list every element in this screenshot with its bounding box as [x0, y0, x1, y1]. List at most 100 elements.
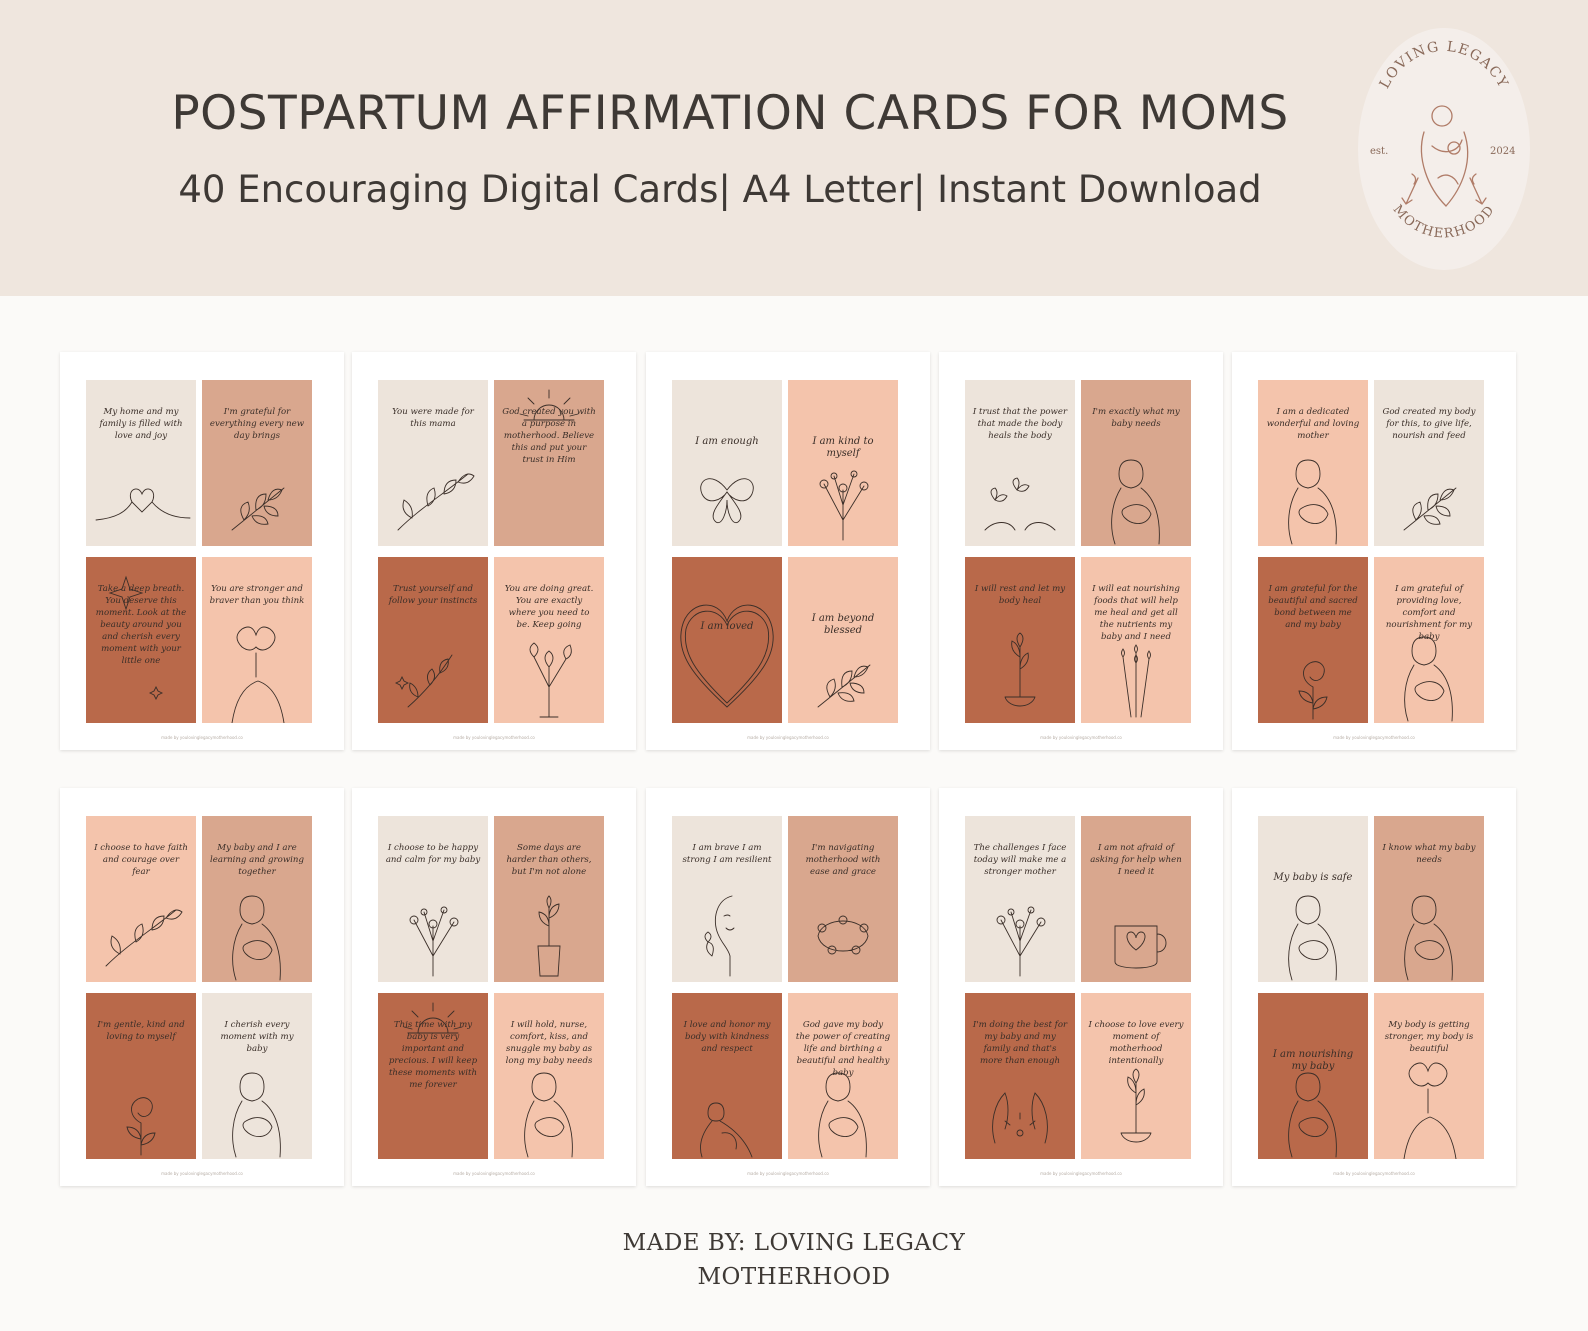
affirmation-text: I'm exactly what my baby needs [1092, 407, 1180, 429]
branch-icon [105, 909, 183, 967]
affirmation-text: I choose to be happy and calm for my bab… [385, 843, 481, 865]
mug-heart-icon [1114, 925, 1167, 969]
affirmation-card: My baby and I are learning and growing t… [202, 816, 312, 982]
wildflower-icon [819, 470, 869, 541]
leaf-branch-icon [231, 487, 285, 531]
affirmation-card: My body is getting stronger, my body is … [1374, 993, 1484, 1159]
affirmation-card: I'm grateful for everything every new da… [202, 380, 312, 546]
lavender-icon [1121, 644, 1151, 718]
leaf-branch-icon [817, 664, 871, 708]
affirmation-text: I know what my baby needs [1382, 843, 1476, 865]
affirmation-card: I love and honor my body with kindness a… [672, 993, 782, 1159]
affirmation-card: I choose to have faith and courage over … [86, 816, 196, 982]
affirmation-card: I choose to be happy and calm for my bab… [378, 816, 488, 982]
sheet-footer-text: made by youlovinglegacymotherhood.co [453, 735, 535, 740]
affirmation-text: I'm navigating motherhood with ease and … [805, 843, 881, 877]
mother-baby-icon [524, 1072, 573, 1158]
affirmation-text: I will hold, nurse, comfort, kiss, and s… [505, 1020, 593, 1066]
affirmation-card: I choose to love every moment of motherh… [1081, 993, 1191, 1159]
mother-baby-icon [1288, 459, 1337, 545]
woman-line-icon [700, 1102, 753, 1158]
rose-icon [126, 1097, 156, 1156]
sheet-footer-text: made by youlovinglegacymotherhood.co [161, 1171, 243, 1176]
affirmation-card: I trust that the power that made the bod… [965, 380, 1075, 546]
card-sheet: My home and my family is filled with lov… [60, 352, 344, 750]
affirmation-text: I am grateful of providing love, comfort… [1385, 584, 1473, 642]
affirmation-text: You are doing great. You are exactly whe… [504, 584, 594, 630]
hands-icon [992, 1092, 1048, 1144]
maker-credit: MADE BY: LOVING LEGACY MOTHERHOOD [0, 1226, 1588, 1294]
sheet-footer-text: made by youlovinglegacymotherhood.co [161, 735, 243, 740]
affirmation-text: I am brave I am strong I am resilient [682, 843, 772, 865]
flower-bouquet-icon [529, 642, 572, 718]
sheet-footer-text: made by youlovinglegacymotherhood.co [453, 1171, 535, 1176]
leaf-branch-icon [1403, 487, 1457, 531]
maker-credit-line-2: MOTHERHOOD [697, 1264, 891, 1290]
rose-icon [1298, 661, 1328, 720]
affirmation-card: I am grateful of providing love, comfort… [1374, 557, 1484, 723]
affirmation-card: I am grateful for the beautiful and sacr… [1258, 557, 1368, 723]
affirmation-text: Trust yourself and follow your instincts [388, 584, 478, 606]
butterflies-icon [984, 477, 1056, 531]
mother-baby-icon [1404, 636, 1453, 722]
affirmation-text: I am kind to myself [812, 436, 874, 459]
affirmation-card: I'm navigating motherhood with ease and … [788, 816, 898, 982]
logo-left-text: est. [1370, 146, 1388, 157]
heart-line-icon [95, 488, 191, 521]
affirmation-card: I'm doing the best for my baby and my fa… [965, 993, 1075, 1159]
affirmation-card: I will hold, nurse, comfort, kiss, and s… [494, 993, 604, 1159]
affirmation-text: I cherish every moment with my baby [220, 1020, 294, 1054]
mother-baby-icon [1288, 1072, 1337, 1158]
mother-baby-icon [1404, 895, 1453, 981]
affirmation-card: I am brave I am strong I am resilient [672, 816, 782, 982]
vase-icon [537, 895, 561, 977]
logo-right-text: 2024 [1490, 146, 1515, 157]
affirmation-card: Take a deep breath. You deserve this mom… [86, 557, 196, 723]
sheet-footer-text: made by youlovinglegacymotherhood.co [1333, 1171, 1415, 1176]
sheet-footer-text: made by youlovinglegacymotherhood.co [747, 1171, 829, 1176]
affirmation-text: I am a dedicated wonderful and loving mo… [1266, 407, 1360, 441]
face-line-icon [704, 895, 735, 977]
page-title: POSTPARTUM AFFIRMATION CARDS FOR MOMS [171, 86, 1289, 141]
affirmation-text: I will eat nourishing foods that will he… [1092, 584, 1180, 642]
affirmation-text: Take a deep breath. You deserve this mom… [95, 584, 187, 666]
affirmation-text: God created you with a purpose in mother… [502, 407, 596, 465]
affirmation-text: I choose to have faith and courage over … [94, 843, 188, 877]
sheet-footer-text: made by youlovinglegacymotherhood.co [1333, 735, 1415, 740]
affirmation-text: My baby is safe [1273, 872, 1353, 883]
mother-baby-icon [818, 1072, 867, 1158]
sprig-icon [394, 654, 453, 708]
affirmation-text: I love and honor my body with kindness a… [683, 1020, 771, 1054]
header-banner: POSTPARTUM AFFIRMATION CARDS FOR MOMS 40… [0, 0, 1588, 296]
branch-icon [397, 473, 475, 531]
affirmation-card: You are doing great. You are exactly whe… [494, 557, 604, 723]
affirmation-text: I am beyond blessed [811, 613, 875, 636]
sheet-footer-text: made by youlovinglegacymotherhood.co [747, 735, 829, 740]
affirmation-card: Trust yourself and follow your instincts [378, 557, 488, 723]
affirmation-card: I know what my baby needs [1374, 816, 1484, 982]
affirmation-card: I am a dedicated wonderful and loving mo… [1258, 380, 1368, 546]
affirmation-card: My baby is safe [1258, 816, 1368, 982]
brand-logo: LOVING LEGACY MOTHERHOOD est. 2024 [1358, 28, 1530, 270]
affirmation-text: I am enough [695, 436, 759, 447]
card-sheet: I choose to have faith and courage over … [60, 788, 344, 1186]
sun-icon [403, 1002, 463, 1034]
affirmation-card: I am loved [672, 557, 782, 723]
affirmation-card: I am nourishing my baby [1258, 993, 1368, 1159]
card-sheet: I am a dedicated wonderful and loving mo… [1232, 352, 1516, 750]
wildflower-icon [409, 906, 459, 977]
affirmation-card: I will rest and let my body heal [965, 557, 1075, 723]
hand-flower-icon [1004, 632, 1036, 707]
affirmation-card: This time with my baby is very important… [378, 993, 488, 1159]
card-sheet: I choose to be happy and calm for my bab… [352, 788, 636, 1186]
maker-credit-line-1: MADE BY: LOVING LEGACY [622, 1230, 966, 1256]
affirmation-card: I cherish every moment with my baby [202, 993, 312, 1159]
logo-mark-icon: LOVING LEGACY MOTHERHOOD est. 2024 [1370, 39, 1515, 242]
sun-icon [519, 389, 579, 421]
affirmation-text: I'm grateful for everything every new da… [209, 407, 305, 441]
affirmation-card: God gave my body the power of creating l… [788, 993, 898, 1159]
affirmation-text: This time with my baby is very important… [388, 1020, 478, 1090]
sheet-footer-text: made by youlovinglegacymotherhood.co [1040, 1171, 1122, 1176]
mother-baby-icon [1288, 895, 1337, 981]
woman-flower-icon [1403, 1062, 1457, 1159]
